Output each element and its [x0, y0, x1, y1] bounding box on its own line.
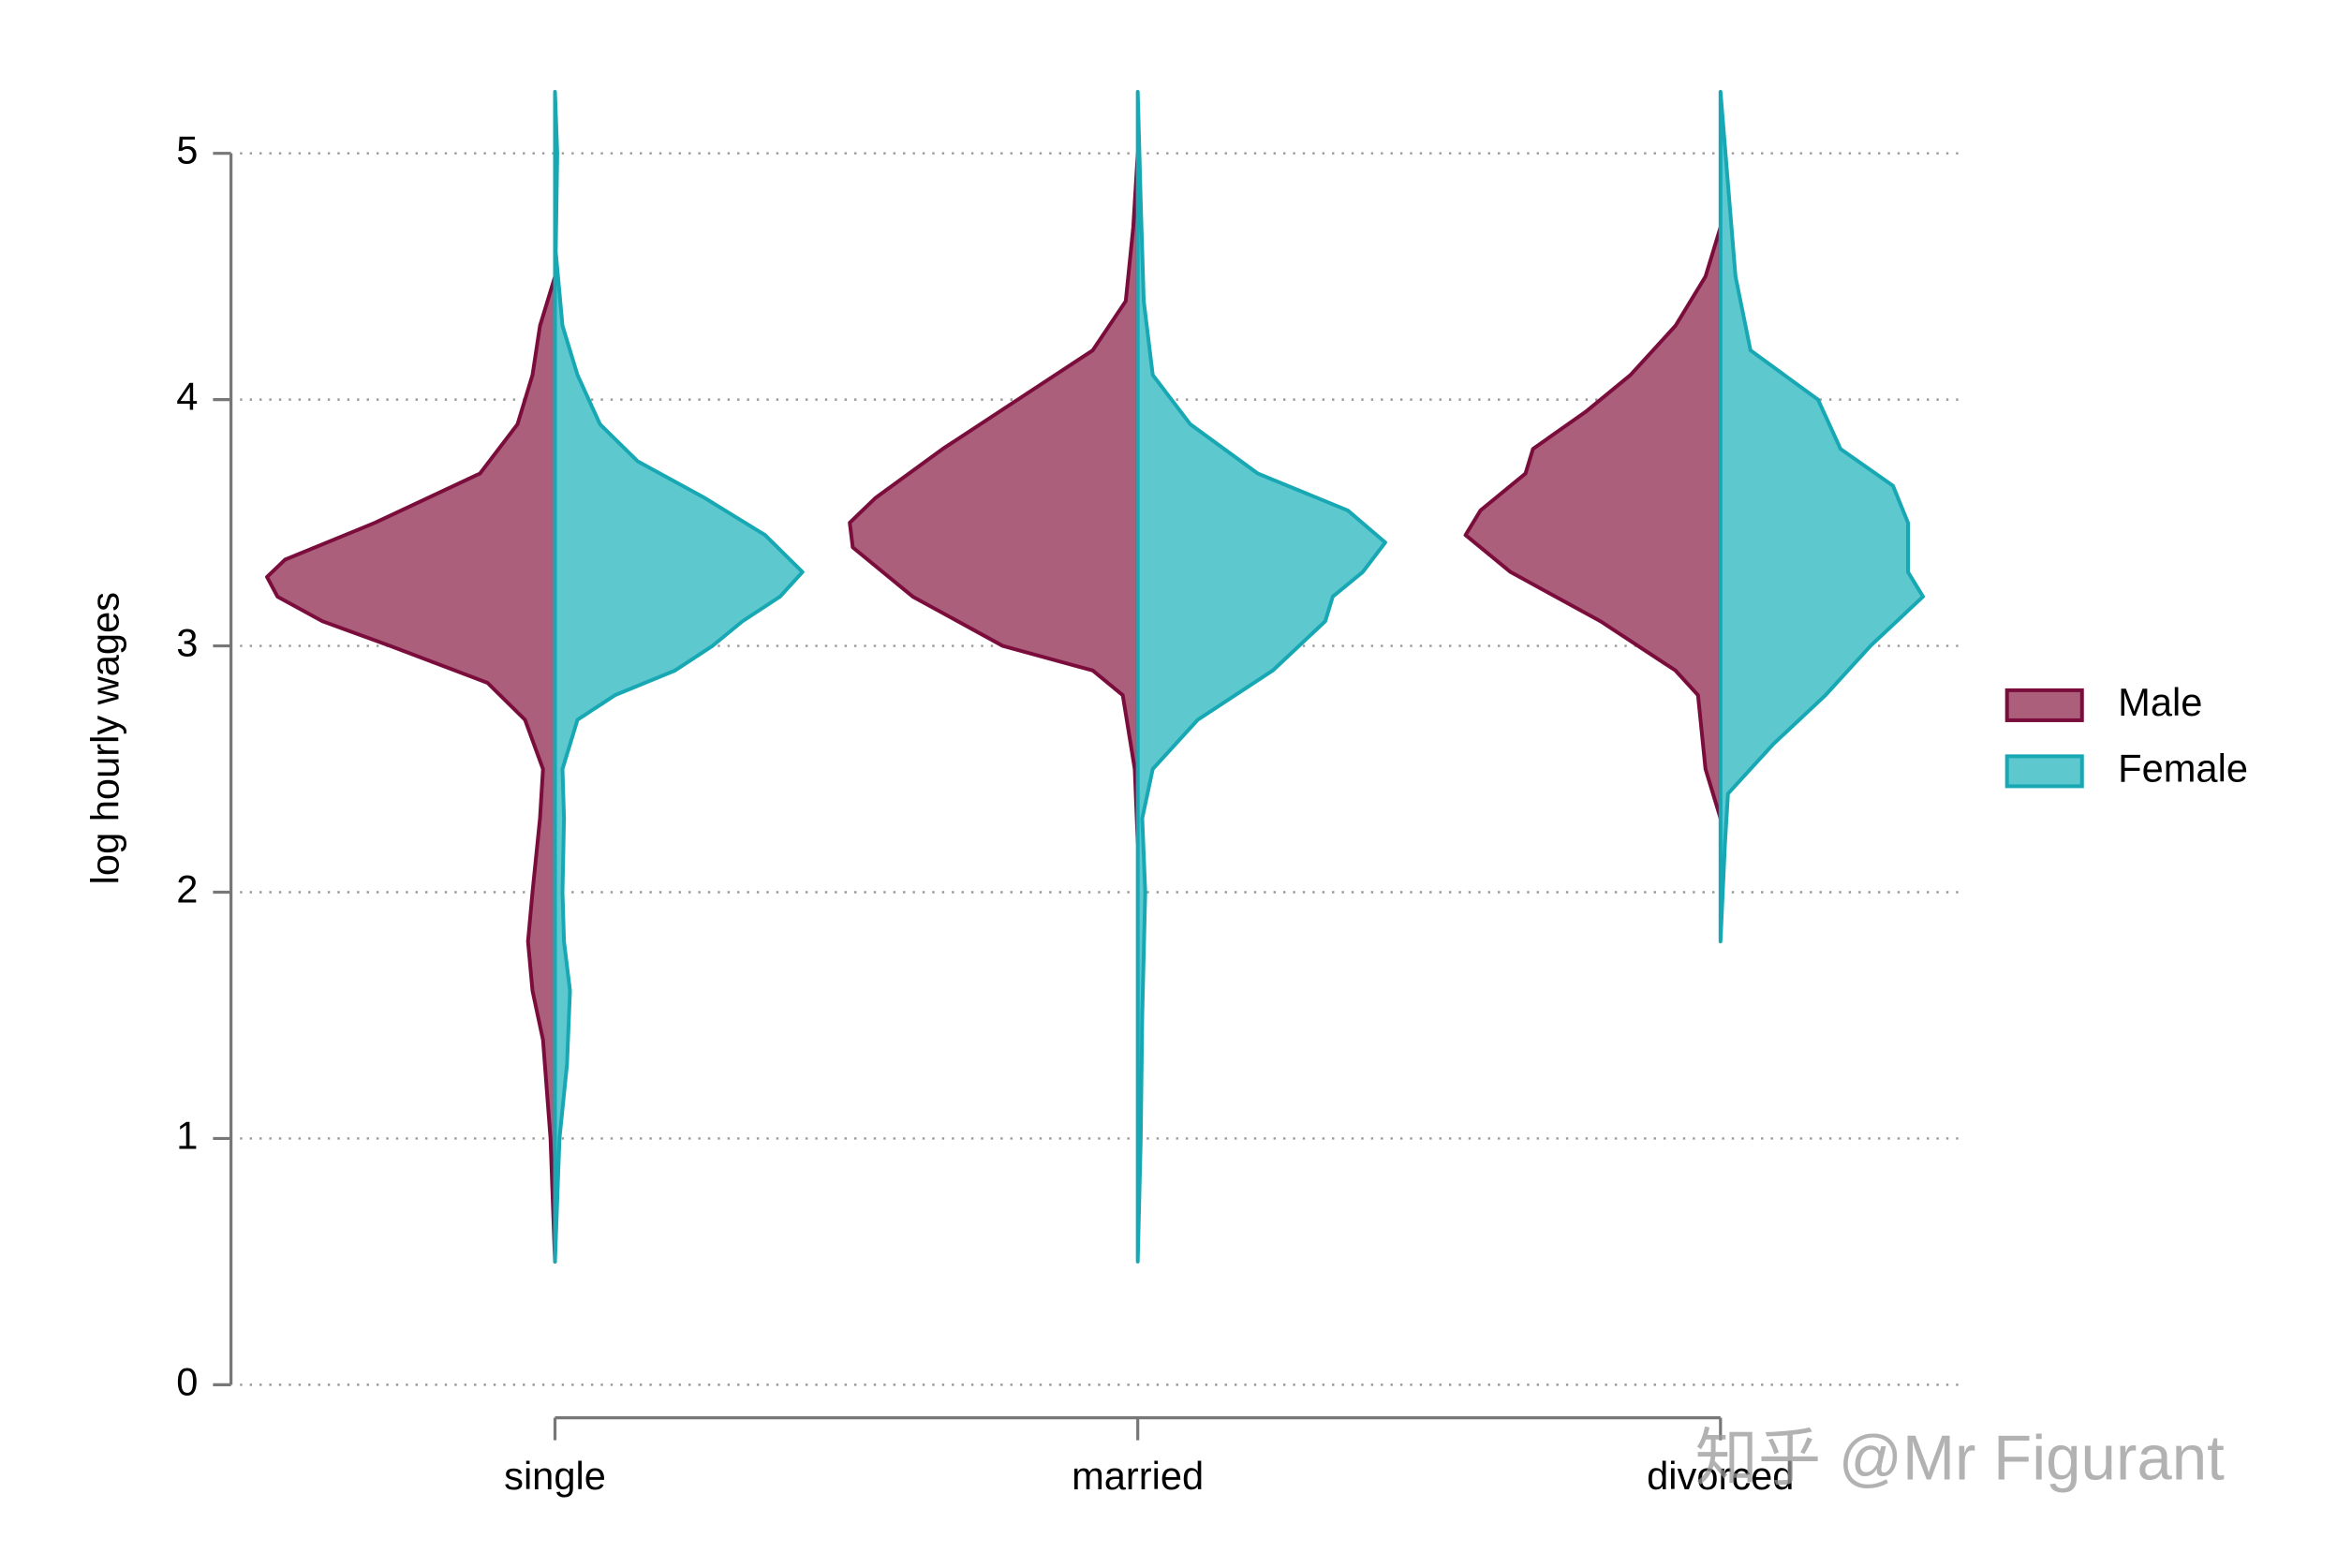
x-tick-label: single: [504, 1454, 606, 1498]
half-violin: [1718, 89, 1926, 944]
watermark: 知乎 @Mr Figurant: [1695, 1423, 2226, 1493]
legend-swatch: [2004, 754, 2084, 789]
y-tick-label: 3: [176, 621, 198, 665]
legend-label: Female: [2118, 746, 2248, 790]
legend-label: Male: [2118, 680, 2202, 724]
y-tick-label: 5: [176, 128, 198, 172]
y-tick-label: 0: [176, 1359, 198, 1403]
half-violin: [1463, 225, 1723, 821]
y-axis-label: log hourly wages: [82, 592, 126, 884]
half-violin: [1135, 89, 1387, 1264]
y-tick-label: 2: [176, 866, 198, 910]
y-tick-label: 1: [176, 1113, 198, 1157]
half-violin: [848, 151, 1140, 845]
legend-swatch: [2004, 688, 2084, 722]
x-tick-label: divorced: [1647, 1454, 1794, 1498]
half-violin: [553, 89, 805, 1264]
y-tick-label: 4: [176, 375, 198, 419]
x-tick-label: married: [1072, 1454, 1204, 1498]
half-violin: [265, 274, 557, 1264]
